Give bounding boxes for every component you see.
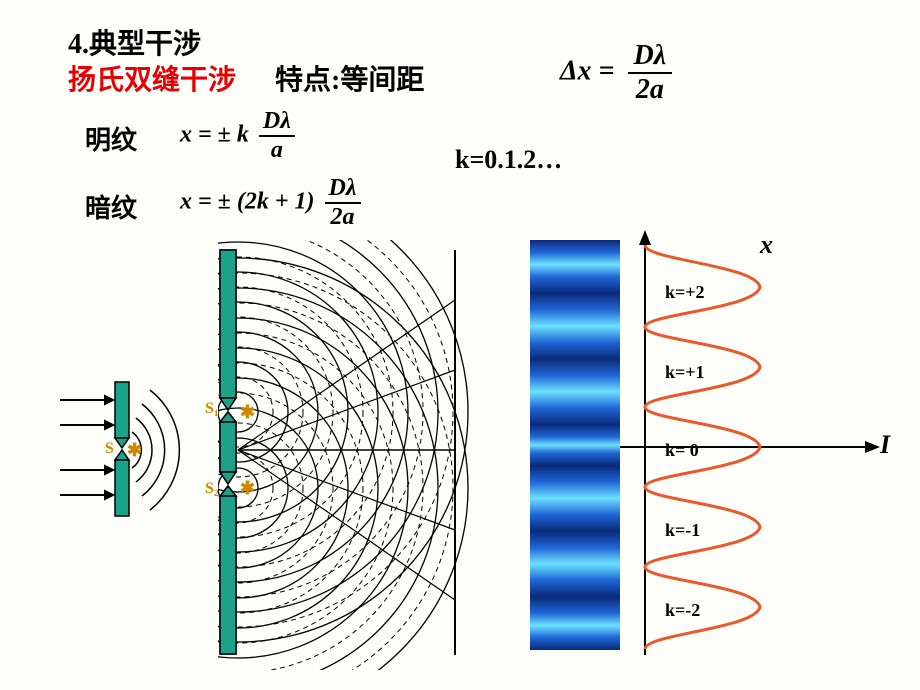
fringe-pattern [530, 240, 620, 650]
axis-label-i: I [880, 430, 890, 460]
title-feature: 特点:等间距 [275, 58, 424, 98]
formula-bright-num: Dλ [259, 108, 295, 137]
formula-dark-den: 2a [325, 204, 361, 231]
intensity-plot [620, 225, 900, 665]
title-line2: 扬氏双缝干涉 [68, 58, 236, 98]
formula-dark: x = ± (2k + 1) Dλ 2a [180, 175, 361, 231]
k-label-m2: k=-2 [665, 600, 700, 621]
formula-bright: x = ± k Dλ a [180, 108, 295, 164]
formula-deltax: Δx = Dλ 2a [560, 40, 672, 106]
k-label-p2: k=+2 [665, 282, 705, 303]
dark-fringe-label: 暗纹 [85, 188, 137, 225]
formula-deltax-den: 2a [628, 74, 673, 106]
asterisk-s2: ✱ [240, 478, 255, 498]
formula-deltax-lhs: Δx = [560, 55, 615, 86]
title-line1: 4.典型干涉 [68, 22, 201, 62]
label-s2: S₂ [205, 480, 219, 498]
formula-deltax-num: Dλ [628, 40, 673, 74]
k-label-m1: k=-1 [665, 520, 700, 541]
arrowhead-right-icon [865, 441, 880, 453]
label-s1: S₁ [205, 400, 219, 418]
k-label-p1: k=+1 [665, 362, 705, 383]
slide-page: 4.典型干涉 扬氏双缝干涉 特点:等间距 Δx = Dλ 2a 明纹 x = ±… [0, 0, 920, 690]
k-values: k=0.1.2… [455, 145, 562, 175]
asterisk-s1: ✱ [240, 402, 255, 422]
label-s: S [105, 440, 114, 458]
arrowhead-up-icon [639, 230, 651, 245]
formula-bright-den: a [259, 137, 295, 164]
axis-label-x: x [760, 230, 773, 260]
k-label-0: k= 0 [665, 440, 699, 461]
asterisk-s: ✱ [127, 440, 142, 460]
formula-dark-num: Dλ [325, 175, 361, 204]
double-slit-diagram: ✱ ✱ ✱ [60, 240, 500, 670]
bright-fringe-label: 明纹 [85, 120, 137, 157]
